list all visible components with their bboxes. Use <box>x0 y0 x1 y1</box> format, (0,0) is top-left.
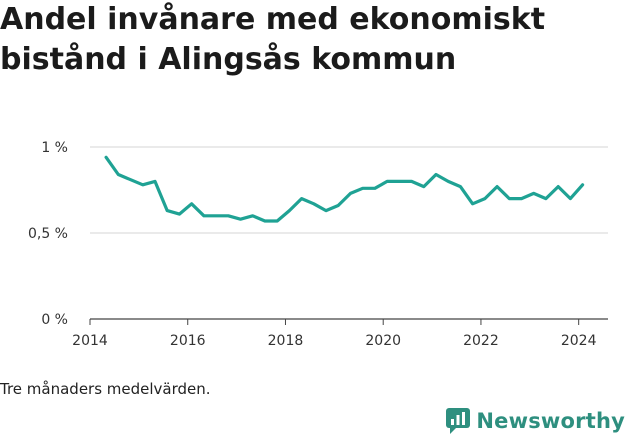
chart-caption: Tre månaders medelvärden. <box>0 380 211 398</box>
x-tick-label: 2024 <box>561 333 597 349</box>
x-tick-label: 2020 <box>365 333 401 349</box>
series-line <box>104 155 585 223</box>
x-axis-ticks: 2014 2016 2018 2020 2022 2024 <box>72 319 597 349</box>
x-tick-label: 2016 <box>170 333 206 349</box>
y-tick-label: 1 % <box>41 140 68 156</box>
y-tick-label: 0 % <box>41 312 68 328</box>
gridlines <box>90 146 608 320</box>
brand-name: Newsworthy <box>476 409 625 433</box>
series-group <box>104 155 585 223</box>
brand[interactable]: Newsworthy <box>446 408 625 434</box>
x-tick-label: 2022 <box>463 333 499 349</box>
x-tick-label: 2014 <box>72 333 108 349</box>
x-tick-label: 2018 <box>268 333 304 349</box>
y-axis-ticks: 0 % 0,5 % 1 % <box>28 140 68 328</box>
y-tick-label: 0,5 % <box>28 226 68 242</box>
chart-title: Andel invånare med ekonomiskt bistånd i … <box>0 2 546 77</box>
newsworthy-logo-icon <box>446 408 471 434</box>
